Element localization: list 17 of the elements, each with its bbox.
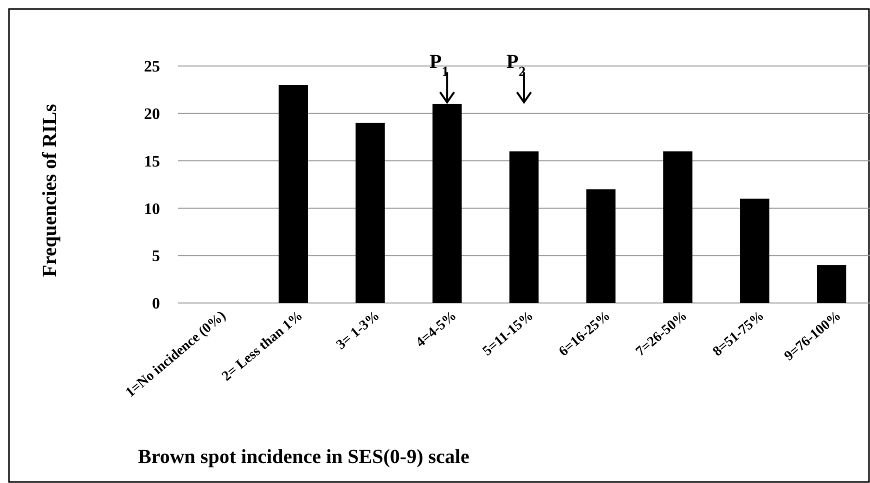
bar <box>356 122 385 303</box>
y-tick-label: 0 <box>152 296 160 313</box>
y-tick-label: 15 <box>144 153 160 170</box>
bar <box>816 265 846 303</box>
bar <box>586 189 616 303</box>
bar <box>740 198 770 303</box>
y-axis-title: Frequencies of RILs <box>39 104 61 277</box>
y-tick-label: 5 <box>152 248 160 266</box>
annotation: P$_{1}$ <box>430 51 449 80</box>
y-tick-label: 10 <box>144 200 160 218</box>
bar <box>278 84 308 303</box>
y-tick-label: 25 <box>144 58 160 76</box>
bar <box>663 151 692 303</box>
y-tick-label: 20 <box>144 106 160 123</box>
x-axis-title: Brown spot incidence in SES(0-9) scale <box>138 446 470 468</box>
bar <box>432 104 462 303</box>
bar <box>509 151 539 303</box>
